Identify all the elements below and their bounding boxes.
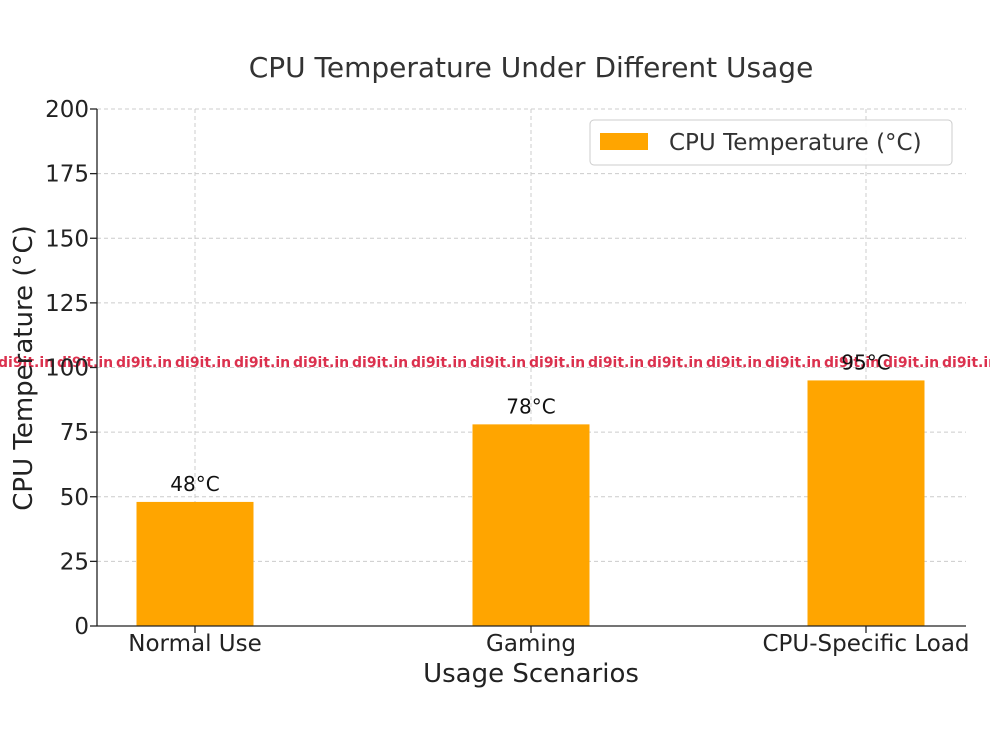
legend-box <box>589 119 953 166</box>
bars <box>136 380 925 626</box>
y-tick-labels: 0 25 50 75 100 125 150 175 200 <box>45 97 97 640</box>
watermark-text: di9it.in <box>0 355 54 371</box>
data-labels: 48°C 78°C 95°C <box>170 350 890 495</box>
watermark-text: di9it.in <box>234 355 290 371</box>
watermark-text: di9it.in <box>883 355 939 371</box>
x-axis-label: Usage Scenarios <box>423 659 639 689</box>
x-tick-label: Normal Use <box>128 631 262 657</box>
watermark-text: di9it.in <box>706 355 762 371</box>
y-tick-label: 100 <box>45 356 89 382</box>
y-tick-label: 50 <box>60 485 89 511</box>
watermark-text: di9it.in <box>352 355 408 371</box>
y-tick-label: 125 <box>45 291 89 317</box>
bar <box>807 380 925 626</box>
y-tick-label: 150 <box>45 226 89 252</box>
y-tick-label: 175 <box>45 162 89 188</box>
legend: CPU Temperature (°C) <box>589 119 953 166</box>
watermark-text: di9it.in <box>647 355 703 371</box>
watermark-text: di9it.in <box>293 355 349 371</box>
y-axis-label: CPU Temperature (°C) <box>9 225 39 511</box>
y-tick-label: 25 <box>60 549 89 575</box>
bar-data-label: 48°C <box>170 472 219 496</box>
watermark-text: di9it.in <box>116 355 172 371</box>
watermark-text: di9it.in <box>57 355 113 371</box>
bar-data-label: 95°C <box>841 350 890 374</box>
y-tick-label: 200 <box>45 97 89 123</box>
watermark-text: di9it.in <box>529 355 585 371</box>
x-tick-labels: Normal Use Gaming CPU-Specific Load <box>128 626 970 657</box>
watermark-text: di9it.in <box>411 355 467 371</box>
watermark-text: di9it.in <box>942 355 990 371</box>
chart-title: CPU Temperature Under Different Usage <box>249 51 814 84</box>
y-tick-label: 75 <box>60 420 89 446</box>
watermark-text: di9it.in <box>588 355 644 371</box>
watermark-text: di9it.in <box>175 355 231 371</box>
bar <box>136 501 254 626</box>
legend-swatch <box>600 133 648 150</box>
watermark-text: di9it.in <box>470 355 526 371</box>
watermark-text: di9it.in <box>765 355 821 371</box>
watermark-text: di9it.in <box>824 355 880 371</box>
legend-label: CPU Temperature (°C) <box>669 130 922 156</box>
bar-data-label: 78°C <box>506 394 555 418</box>
watermark: di9it.in di9it.in di9it.in di9it.in di9it.in… <box>0 355 990 371</box>
x-tick-label: Gaming <box>486 631 576 657</box>
x-tick-label: CPU-Specific Load <box>762 631 969 657</box>
y-tick-label: 0 <box>74 614 89 640</box>
bar <box>472 424 590 626</box>
